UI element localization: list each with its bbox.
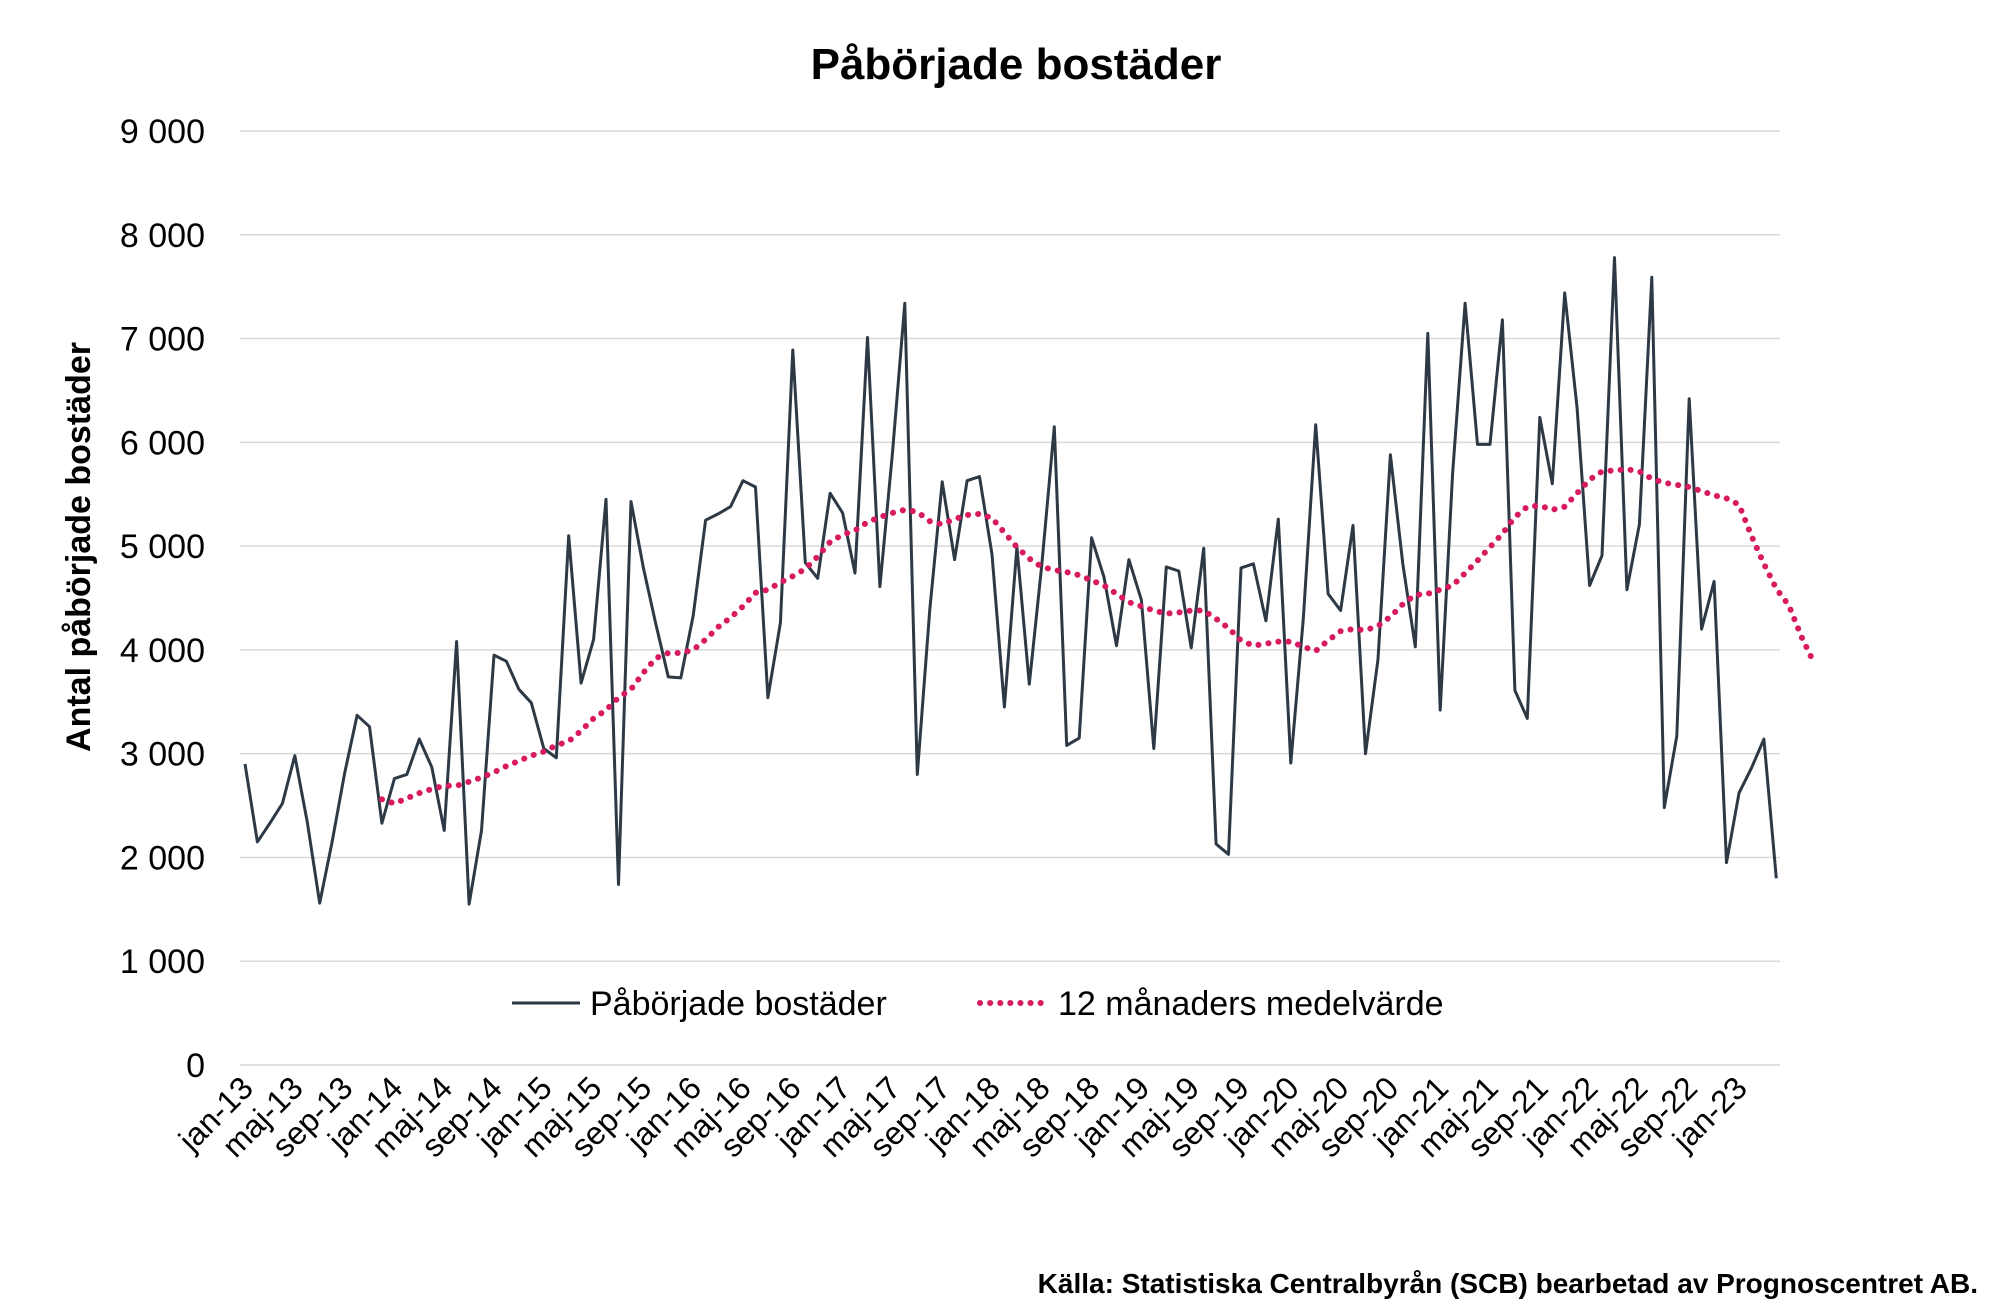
y-tick-label: 0 [186, 1047, 205, 1085]
chart-title: Påbörjade bostäder [811, 40, 1222, 89]
y-tick-label: 2 000 [120, 839, 205, 877]
y-tick-label: 4 000 [120, 632, 205, 670]
series-line-moving-average [378, 466, 1817, 807]
legend-label-average: 12 månaders medelvärde [1058, 985, 1444, 1023]
series-group [243, 256, 1817, 906]
y-tick-label: 3 000 [120, 736, 205, 774]
source-note: Källa: Statistiska Centralbyrån (SCB) be… [1037, 1268, 1978, 1299]
y-tick-label: 1 000 [120, 943, 205, 981]
x-axis-ticks: jan-13maj-13sep-13jan-14maj-14sep-14jan-… [171, 1069, 1754, 1164]
gridlines [240, 130, 1780, 1066]
legend-label-series: Påbörjade bostäder [590, 985, 887, 1023]
series-line-starts [243, 256, 1778, 906]
y-tick-label: 8 000 [120, 217, 205, 255]
y-tick-label: 7 000 [120, 321, 205, 359]
legend: Påbörjade bostäder 12 månaders medelvärd… [512, 985, 1444, 1023]
y-tick-label: 5 000 [120, 528, 205, 566]
y-axis-label: Antal påbörjade bostäder [60, 342, 98, 752]
y-tick-label: 9 000 [120, 113, 205, 151]
y-axis-ticks: 0 1 000 2 000 3 000 4 000 5 000 6 000 7 000 8 00… [120, 113, 205, 1085]
y-tick-label: 6 000 [120, 424, 205, 462]
